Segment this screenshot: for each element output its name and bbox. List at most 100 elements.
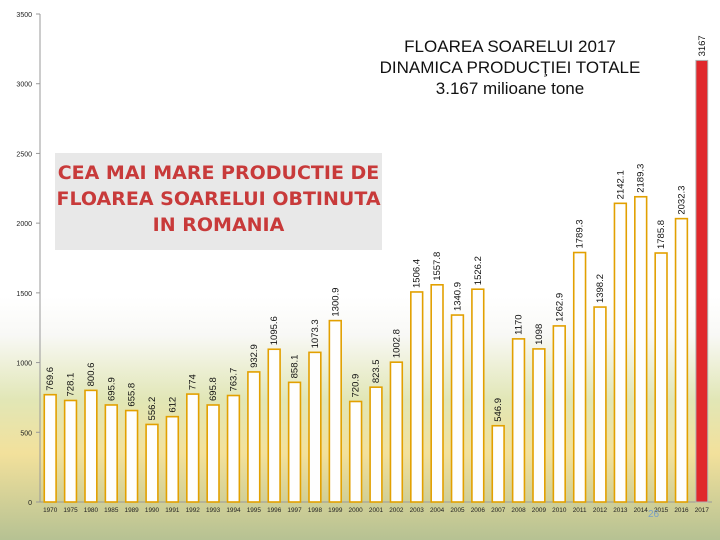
bar-value-label: 612 bbox=[167, 397, 178, 413]
bar-value-label: 1398.2 bbox=[595, 274, 606, 303]
bar bbox=[491, 424, 505, 503]
callout-line-3: IN ROMANIA bbox=[152, 214, 285, 236]
bar bbox=[369, 386, 383, 503]
bar-value-label: 695.9 bbox=[106, 377, 117, 401]
bar-highlight-2017 bbox=[695, 59, 709, 503]
bar-value-label: 1262.9 bbox=[554, 293, 565, 322]
y-tick-label: 3500 bbox=[16, 12, 32, 19]
y-tick-label: 0 bbox=[28, 500, 32, 507]
bar bbox=[43, 393, 57, 503]
x-tick-label: 2006 bbox=[471, 507, 486, 514]
x-tick-label: 1991 bbox=[165, 507, 180, 514]
x-tick-label: 1993 bbox=[206, 507, 221, 514]
x-tick-label: 1975 bbox=[63, 507, 78, 514]
x-tick-label: 2013 bbox=[613, 507, 628, 514]
bar bbox=[532, 348, 546, 503]
page-number: 26 bbox=[648, 509, 660, 520]
x-tick-label: 1992 bbox=[186, 507, 201, 514]
x-tick-label: 2010 bbox=[552, 507, 567, 514]
bar-value-label: 1095.6 bbox=[269, 316, 280, 345]
title-line-1: FLOAREA SOARELUI 2017 bbox=[404, 37, 616, 56]
callout-line-1: CEA MAI MARE PRODUCTIE DE bbox=[57, 162, 380, 184]
title-line-2: DINAMICA PRODUCŢIEI TOTALE bbox=[379, 58, 641, 77]
bar-value-label: 546.9 bbox=[493, 398, 504, 422]
bar bbox=[348, 400, 363, 503]
x-tick-label: 1980 bbox=[84, 507, 99, 514]
bar bbox=[124, 409, 139, 503]
x-tick-label: 1999 bbox=[328, 507, 343, 514]
callout-line-2: FLOAREA SOARELUI OBTINUTA bbox=[56, 188, 381, 210]
chart-title: FLOAREA SOARELUI 2017 DINAMICA PRODUCŢIE… bbox=[340, 36, 680, 99]
bar bbox=[471, 288, 485, 503]
bar-value-label: 2189.3 bbox=[636, 164, 647, 193]
bar-value-label: 823.5 bbox=[371, 359, 382, 383]
bar-value-label: 932.9 bbox=[249, 344, 260, 368]
bar-value-label: 3167 bbox=[697, 35, 708, 56]
bar-value-label: 720.9 bbox=[351, 374, 362, 398]
bar-value-label: 695.8 bbox=[208, 377, 219, 401]
bar-value-label: 728.1 bbox=[66, 373, 77, 397]
x-tick-label: 2016 bbox=[674, 507, 689, 514]
bar-value-label: 2032.3 bbox=[676, 186, 687, 215]
bar bbox=[104, 404, 118, 503]
bar bbox=[410, 291, 424, 503]
bar bbox=[430, 283, 444, 503]
bar bbox=[572, 251, 587, 503]
bar-value-label: 774 bbox=[188, 374, 199, 390]
record-callout-box: CEA MAI MARE PRODUCTIE DE FLOAREA SOAREL… bbox=[55, 153, 382, 250]
title-line-3: 3.167 milioane tone bbox=[435, 79, 585, 98]
bar bbox=[206, 404, 220, 503]
bar-value-label: 2142.1 bbox=[615, 170, 626, 199]
x-tick-label: 1996 bbox=[267, 507, 282, 514]
bar bbox=[552, 325, 566, 503]
x-tick-label: 2000 bbox=[349, 507, 364, 514]
x-tick-label: 1994 bbox=[226, 507, 241, 514]
x-tick-label: 1989 bbox=[125, 507, 140, 514]
bar-value-label: 1098 bbox=[534, 324, 545, 345]
bar bbox=[84, 389, 98, 503]
y-tick-label: 1000 bbox=[16, 361, 32, 368]
x-tick-label: 2015 bbox=[654, 507, 669, 514]
x-tick-label: 2008 bbox=[511, 507, 526, 514]
bar-value-label: 1526.2 bbox=[473, 256, 484, 285]
bar bbox=[165, 415, 180, 503]
bar bbox=[287, 381, 302, 503]
x-tick-label: 1995 bbox=[247, 507, 262, 514]
x-tick-label: 2005 bbox=[450, 507, 465, 514]
y-tick-label: 3000 bbox=[16, 82, 32, 89]
x-tick-label: 2014 bbox=[634, 507, 649, 514]
bar-value-label: 1170 bbox=[514, 314, 525, 334]
x-tick-label: 1997 bbox=[287, 507, 302, 514]
x-tick-label: 2009 bbox=[532, 507, 547, 514]
bar bbox=[654, 252, 668, 503]
bar bbox=[613, 202, 628, 503]
bar bbox=[450, 314, 465, 503]
bar bbox=[634, 195, 648, 503]
bar bbox=[63, 399, 78, 503]
bar-value-label: 1557.8 bbox=[432, 252, 443, 281]
bar bbox=[247, 371, 261, 503]
y-tick-label: 500 bbox=[20, 430, 32, 437]
x-tick-label: 2004 bbox=[430, 507, 445, 514]
x-tick-label: 2001 bbox=[369, 507, 384, 514]
x-tick-label: 2012 bbox=[593, 507, 608, 514]
y-tick-label: 2000 bbox=[16, 221, 32, 228]
bar-value-label: 800.6 bbox=[86, 363, 97, 387]
bar-value-label: 1789.3 bbox=[575, 219, 586, 248]
bar-value-label: 1300.9 bbox=[330, 288, 341, 317]
bar-value-label: 858.1 bbox=[290, 355, 301, 379]
y-tick-label: 2500 bbox=[16, 151, 32, 158]
bar bbox=[145, 423, 159, 503]
y-tick-label: 1500 bbox=[16, 291, 32, 298]
bar bbox=[593, 306, 607, 503]
bar bbox=[226, 394, 241, 503]
x-tick-label: 1990 bbox=[145, 507, 160, 514]
x-tick-label: 2003 bbox=[410, 507, 425, 514]
bar-value-label: 1002.8 bbox=[391, 329, 402, 358]
x-tick-label: 1998 bbox=[308, 507, 323, 514]
bar bbox=[186, 393, 200, 503]
bar-value-label: 556.2 bbox=[147, 397, 158, 421]
x-tick-label: 2017 bbox=[695, 507, 710, 514]
bar-value-label: 1340.9 bbox=[452, 282, 463, 311]
